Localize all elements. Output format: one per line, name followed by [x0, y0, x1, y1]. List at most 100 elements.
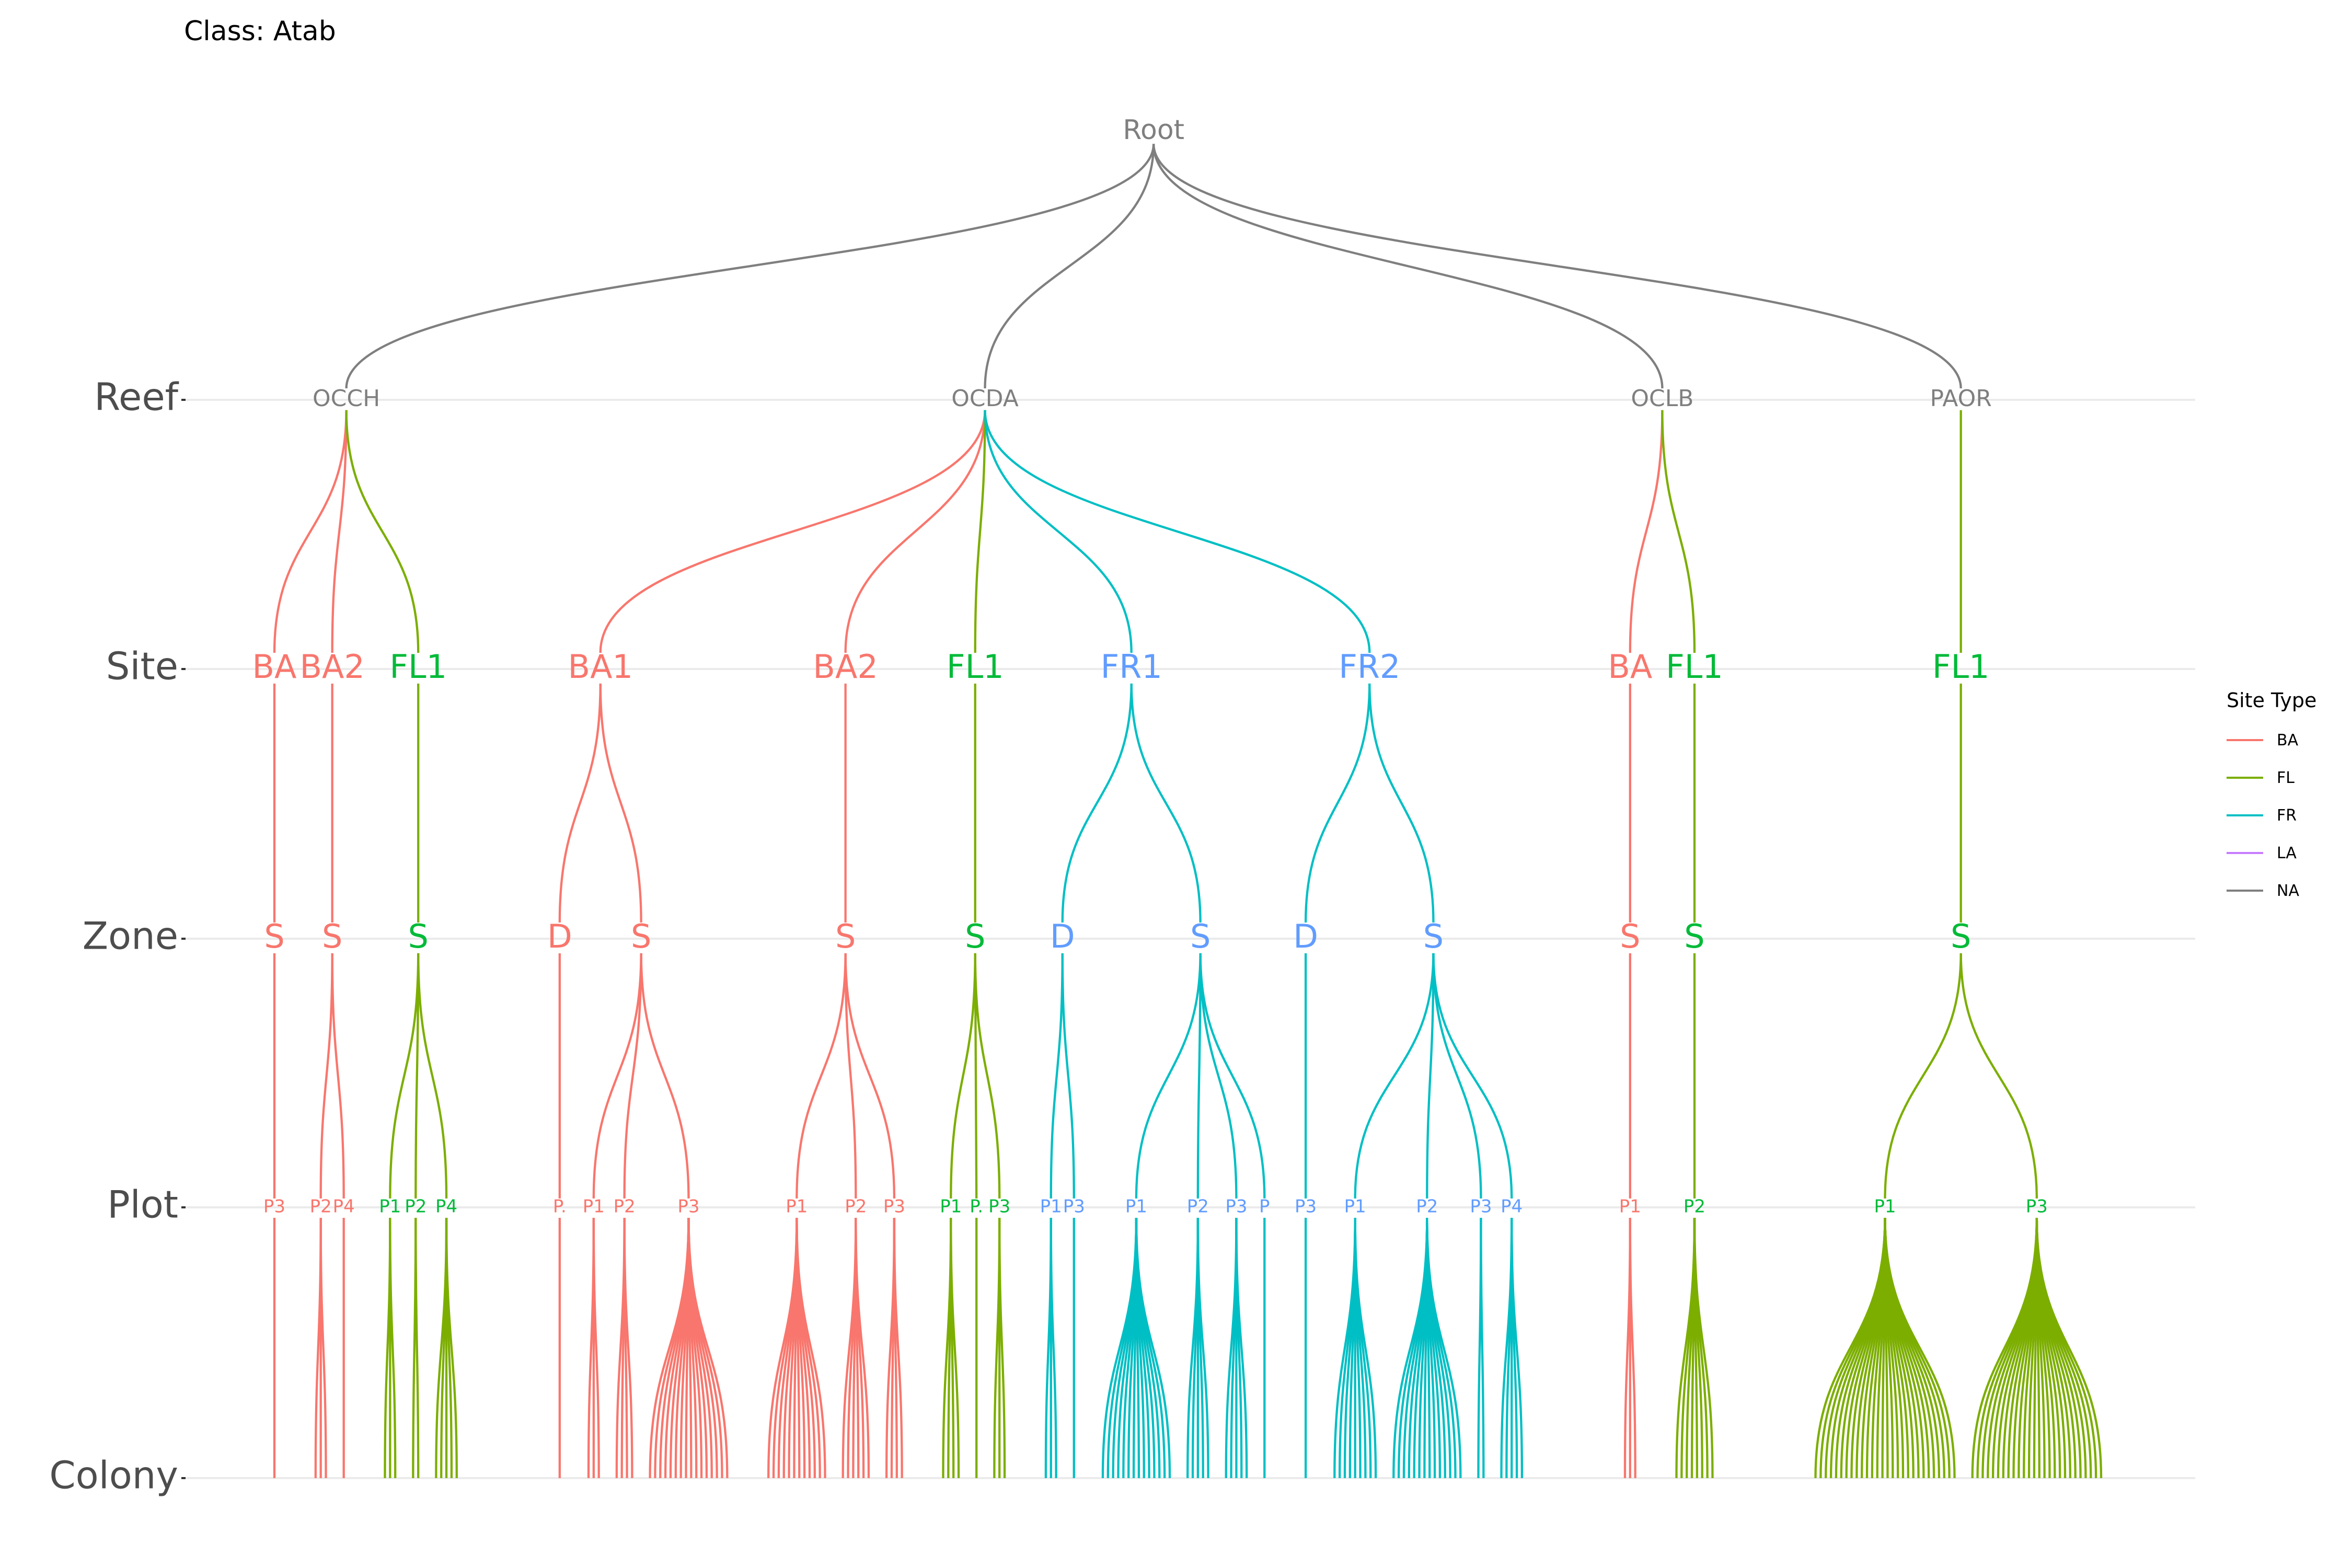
node-label-root-2-0-0-0: P1 — [1619, 1196, 1641, 1217]
node-label-root-1-2-0-0: P1 — [940, 1196, 962, 1217]
node-label-root-1-3-1-2: P3 — [1225, 1196, 1247, 1217]
edge-root-1-3-0 — [1061, 683, 1133, 923]
axis-label-zone: Zone — [83, 914, 178, 958]
colony-edge-root-0-2-0-2-4 — [445, 1217, 458, 1479]
colony-edge-root-1-1-0-2-3 — [893, 1217, 903, 1479]
node-label-root-1-0-1-0: P1 — [583, 1196, 605, 1217]
node-label-root-1: OCDA — [951, 385, 1019, 412]
edge-root-0 — [345, 144, 1155, 389]
colony-edge-root-1-2-0-2-2 — [998, 1217, 1006, 1479]
node-label-root-0-1: BA2 — [299, 648, 364, 686]
node-label-root-0-2-0-0: P1 — [379, 1196, 401, 1217]
node-label-root-1-0: BA1 — [568, 648, 633, 686]
edge-root-2-0 — [1629, 410, 1664, 653]
node-label-root-1-3-1-1: P2 — [1187, 1196, 1209, 1217]
edge-root-0-1-0-1 — [331, 953, 345, 1199]
edge-root-1-3-1-2 — [1199, 953, 1238, 1199]
colony-edge-root-1-3-1-2-4 — [1235, 1217, 1248, 1479]
legend-key-ba — [2227, 739, 2263, 741]
node-label-root-1-3-0-1: P3 — [1063, 1196, 1085, 1217]
edge-root-1-4-1-3 — [1432, 953, 1513, 1199]
node-label-root-1-4-0-0: P3 — [1295, 1196, 1317, 1217]
colony-edge-root-1-0-1-1-3 — [623, 1217, 633, 1479]
edge-root-1-2-0-2 — [974, 953, 1001, 1199]
edge-root-0-2-0-0 — [389, 953, 420, 1199]
edge-root-1-2 — [974, 410, 986, 653]
colony-edge-root-1-3-1-1-4 — [1196, 1217, 1209, 1479]
node-label-root-1-3-1: S — [1190, 917, 1210, 955]
node-label-root-2-1-0: S — [1684, 917, 1704, 955]
legend-key-fr — [2227, 814, 2263, 816]
legend-label: FL — [2277, 768, 2295, 787]
node-label-root: Root — [1123, 114, 1184, 146]
legend-key-na — [2227, 890, 2263, 892]
colony-edge-root-2-1-0-0-7 — [1693, 1217, 1714, 1479]
node-label-root-1-1: BA2 — [813, 648, 878, 686]
edge-root-1-1-0-2 — [844, 953, 896, 1199]
node-label-root-2-0-0: S — [1620, 917, 1640, 955]
colony-edge-root-2-0-0-0-2 — [1629, 1217, 1636, 1479]
node-label-root-3-0: FL1 — [1932, 648, 1990, 686]
edge-root-3-0-0-0 — [1884, 953, 1962, 1199]
edge-root-1-2-0-1 — [974, 953, 978, 1199]
colony-edge-root-1-1-0-0-11 — [795, 1217, 826, 1479]
node-label-root-0: OCCH — [313, 385, 380, 412]
node-label-root-0-0: BA — [252, 648, 297, 686]
node-label-root-1-4-1-0: P1 — [1344, 1196, 1366, 1217]
colony-edge-root-1-4-1-2-1 — [1480, 1217, 1485, 1479]
grid-layer: Reef Site Zone Plot Colony — [49, 375, 2195, 1497]
edge-root-1-3-1 — [1130, 683, 1202, 923]
node-label-root-2: OCLB — [1631, 385, 1693, 412]
legend-item-ba: BA — [2227, 721, 2316, 759]
edge-root-0-2 — [345, 410, 420, 653]
edge-root-1-0-0 — [558, 683, 602, 923]
edge-root-1-3-1-1 — [1196, 953, 1202, 1199]
edge-root-2 — [1152, 144, 1664, 389]
edge-root-1-4-1 — [1368, 683, 1435, 923]
node-label-root-1-2-0-2: P3 — [988, 1196, 1010, 1217]
legend-key-fl — [2227, 777, 2263, 779]
edge-root-2-1 — [1661, 410, 1696, 653]
node-label-root-1-0-0-0: P. — [553, 1196, 567, 1217]
colony-edge-root-3-0-0-0-0 — [1814, 1217, 1886, 1479]
node-label-root-1-3-1-3: P — [1259, 1196, 1270, 1217]
colony-edge-root-0-2-0-1-1 — [414, 1217, 420, 1479]
node-label-root-0-2-0-1: P2 — [405, 1196, 426, 1217]
node-label-root-2-0: BA — [1608, 648, 1652, 686]
node-label-root-0-2: FL1 — [389, 648, 447, 686]
node-label-root-1-4-1-3: P4 — [1501, 1196, 1523, 1217]
node-label-root-0-1-0-1: P4 — [333, 1196, 355, 1217]
edge-root-1-4-1-0 — [1354, 953, 1435, 1199]
legend-item-na: NA — [2227, 872, 2316, 909]
node-label-root-3-0-0-1: P3 — [2026, 1196, 2048, 1217]
colony-edge-root-3-0-0-1-25 — [2035, 1217, 2103, 1479]
node-label-root-1-0-0: D — [547, 917, 572, 955]
node-label-root-0-1-0-0: P2 — [310, 1196, 332, 1217]
colony-edge-root-1-2-0-0-3 — [950, 1217, 960, 1479]
axis-label-colony: Colony — [49, 1454, 178, 1497]
colony-edge-root-0-1-0-0-2 — [319, 1217, 327, 1479]
legend-item-fr: FR — [2227, 797, 2316, 834]
edge-root-1-0-1 — [599, 683, 642, 923]
node-label-root-1-1-0: S — [835, 917, 856, 955]
node-label-root-1-2-0-1: P. — [970, 1196, 983, 1217]
legend-item-fl: FL — [2227, 759, 2316, 797]
edge-root-1-4-1-2 — [1432, 953, 1482, 1199]
node-label-root-0-2-0-2: P4 — [435, 1196, 457, 1217]
node-label-root-1-2-0: S — [965, 917, 985, 955]
edge-root-0-2-0-1 — [414, 953, 420, 1199]
legend-label: BA — [2277, 731, 2299, 750]
node-label-root-1-3-0-0: P1 — [1040, 1196, 1062, 1217]
edge-root-1-1-0-1 — [844, 953, 857, 1199]
colony-edge-root-1-1-0-1-5 — [855, 1217, 870, 1479]
edge-root-1-0-1-2 — [640, 953, 690, 1199]
colony-edge-root-1-4-1-3-4 — [1511, 1217, 1524, 1479]
edge-root-1-3-1-3 — [1199, 953, 1266, 1199]
edge-root-1-4-0 — [1304, 683, 1371, 923]
node-label-root-1-4-1-2: P3 — [1470, 1196, 1492, 1217]
edge-root-1-3-0-0 — [1050, 953, 1064, 1199]
axis-label-reef: Reef — [94, 375, 179, 419]
edge-root-0-1 — [331, 410, 348, 653]
node-label-root-2-1: FL1 — [1666, 648, 1723, 686]
